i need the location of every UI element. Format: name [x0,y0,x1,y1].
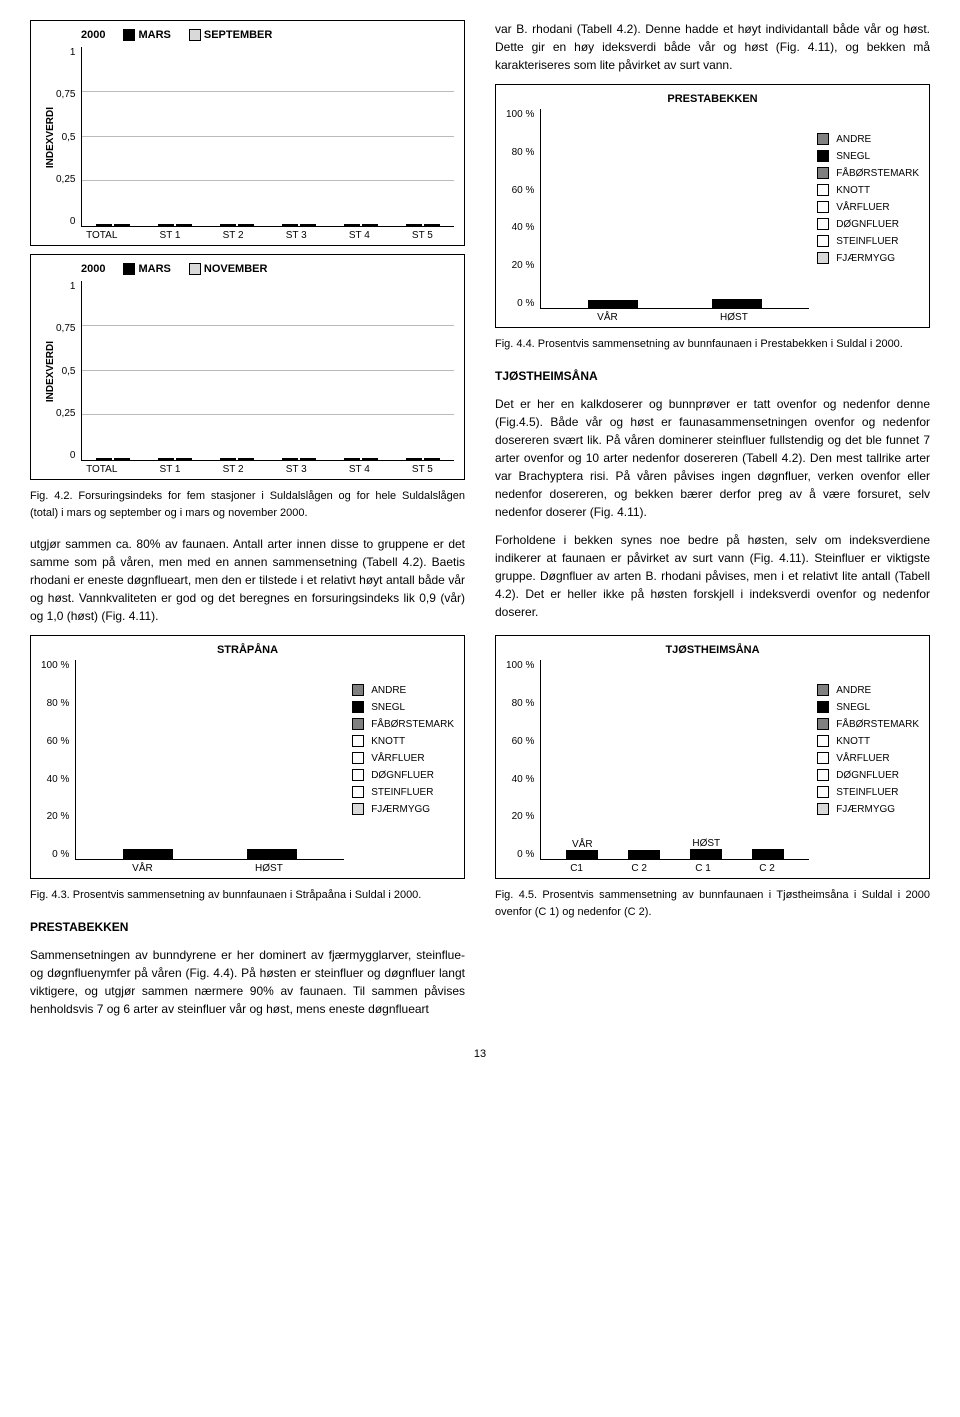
legend-item: STEINFLUER [817,786,919,798]
legend-item: VÅRFLUER [817,752,919,764]
legend-item: VÅRFLUER [817,201,919,213]
chart-year: 2000 [81,29,105,41]
stacked-bar [712,299,762,308]
bar-group [344,458,378,460]
stacked-bar [247,849,297,859]
chart-year: 2000 [81,263,105,275]
strapana-chart: STRÅPÅNA 100 %80 %60 %40 %20 %0 % ANDRE S… [30,635,465,879]
page-number: 13 [30,1048,930,1060]
x-axis-labels: VÅRHØST [41,863,454,874]
legend-item: FÅBØRSTEMARK [817,718,919,730]
stacked-bar [752,849,784,859]
fig-4-3-caption: Fig. 4.3. Prosentvis sammensetning av bu… [30,887,465,904]
legend-item: VÅRFLUER [352,752,454,764]
legend-item: FJÆRMYGG [817,803,919,815]
legend-item: ANDRE [817,133,919,145]
legend-item: ANDRE [817,684,919,696]
legend-item: DØGNFLUER [352,769,454,781]
legend-item: FÅBØRSTEMARK [352,718,454,730]
legend-item: FÅBØRSTEMARK [817,167,919,179]
legend-item: ANDRE [352,684,454,696]
legend: ANDRE SNEGL FÅBØRSTEMARK KNOTT VÅRFLUER DØGNF… [344,660,454,860]
legend-item: FJÆRMYGG [817,252,919,264]
plot-area [81,47,454,227]
plot-area: VÅRHØST [540,660,809,860]
bar-group [158,458,192,460]
fig-4-2-caption: Fig. 4.2. Forsuringsindeks for fem stasj… [30,488,465,521]
bar-group [96,224,130,226]
bar-group [344,224,378,226]
y-axis-label: INDEXVERDI [41,341,56,402]
legend: ANDRE SNEGL FÅBØRSTEMARK KNOTT VÅRFLUER DØGNF… [809,660,919,860]
bar-group [220,224,254,226]
body-paragraph: Forholdene i bekken synes noe bedre på h… [495,531,930,621]
bar-group [282,224,316,226]
plot-area [540,109,809,309]
y-axis-label: INDEXVERDI [41,107,56,168]
chart-title: PRESTABEKKEN [506,93,919,105]
body-paragraph: utgjør sammen ca. 80% av faunaen. Antall… [30,535,465,625]
plot-area [81,281,454,461]
stacked-bar [123,849,173,859]
bar-group [158,224,192,226]
fig-4-5-caption: Fig. 4.5. Prosentvis sammensetning av bu… [495,887,930,920]
stacked-bar [588,300,638,308]
bar-group [406,458,440,460]
plot-area [75,660,344,860]
legend: ANDRE SNEGL FÅBØRSTEMARK KNOTT VÅRFLUER DØGNF… [809,109,919,309]
stacked-bar [566,850,598,859]
section-heading: PRESTABEKKEN [30,920,128,934]
stacked-bar [690,849,722,859]
legend-item: SNEGL [817,150,919,162]
legend-item: SNEGL [352,701,454,713]
prestabekken-chart: PRESTABEKKEN 100 %80 %60 %40 %20 %0 % AN… [495,84,930,328]
x-axis-labels: TOTALST 1ST 2ST 3ST 4ST 5 [41,230,454,241]
x-axis-labels: C1C 2C 1C 2 [506,863,919,874]
bar-group [96,458,130,460]
legend-item: STEINFLUER [817,235,919,247]
legend-item: SNEGL [817,701,919,713]
legend-item: FJÆRMYGG [352,803,454,815]
index-chart-november: 2000 MARS NOVEMBER INDEXVERDI 10,750,50,… [30,254,465,480]
stacked-bar [628,850,660,859]
y-axis-ticks: 100 %80 %60 %40 %20 %0 % [506,109,540,309]
chart-title: TJØSTHEIMSÅNA [506,644,919,656]
index-chart-september: 2000 MARS SEPTEMBER INDEXVERDI 10,750,50… [30,20,465,246]
tjostheimsana-chart: TJØSTHEIMSÅNA 100 %80 %60 %40 %20 %0 % V… [495,635,930,879]
legend-item: STEINFLUER [352,786,454,798]
y-axis-ticks: 100 %80 %60 %40 %20 %0 % [506,660,540,860]
y-axis-ticks: 100 %80 %60 %40 %20 %0 % [41,660,75,860]
x-axis-labels: TOTALST 1ST 2ST 3ST 4ST 5 [41,464,454,475]
bar-group [220,458,254,460]
y-axis-ticks: 10,750,50,250 [56,47,81,227]
legend-item: DØGNFLUER [817,218,919,230]
section-heading: TJØSTHEIMSÅNA [495,369,598,383]
y-axis-ticks: 10,750,50,250 [56,281,81,461]
body-paragraph: Sammensetningen av bunndyrene er her dom… [30,946,465,1018]
fig-4-4-caption: Fig. 4.4. Prosentvis sammensetning av bu… [495,336,930,353]
x-axis-labels: VÅRHØST [506,312,919,323]
bar-group [406,224,440,226]
legend-item: KNOTT [817,184,919,196]
legend-item: KNOTT [817,735,919,747]
bar-group [282,458,316,460]
intro-paragraph: var B. rhodani (Tabell 4.2). Denne hadde… [495,20,930,74]
legend-item: KNOTT [352,735,454,747]
chart-title: STRÅPÅNA [41,644,454,656]
legend-item: DØGNFLUER [817,769,919,781]
body-paragraph: Det er her en kalkdoserer og bunnprøver … [495,395,930,521]
